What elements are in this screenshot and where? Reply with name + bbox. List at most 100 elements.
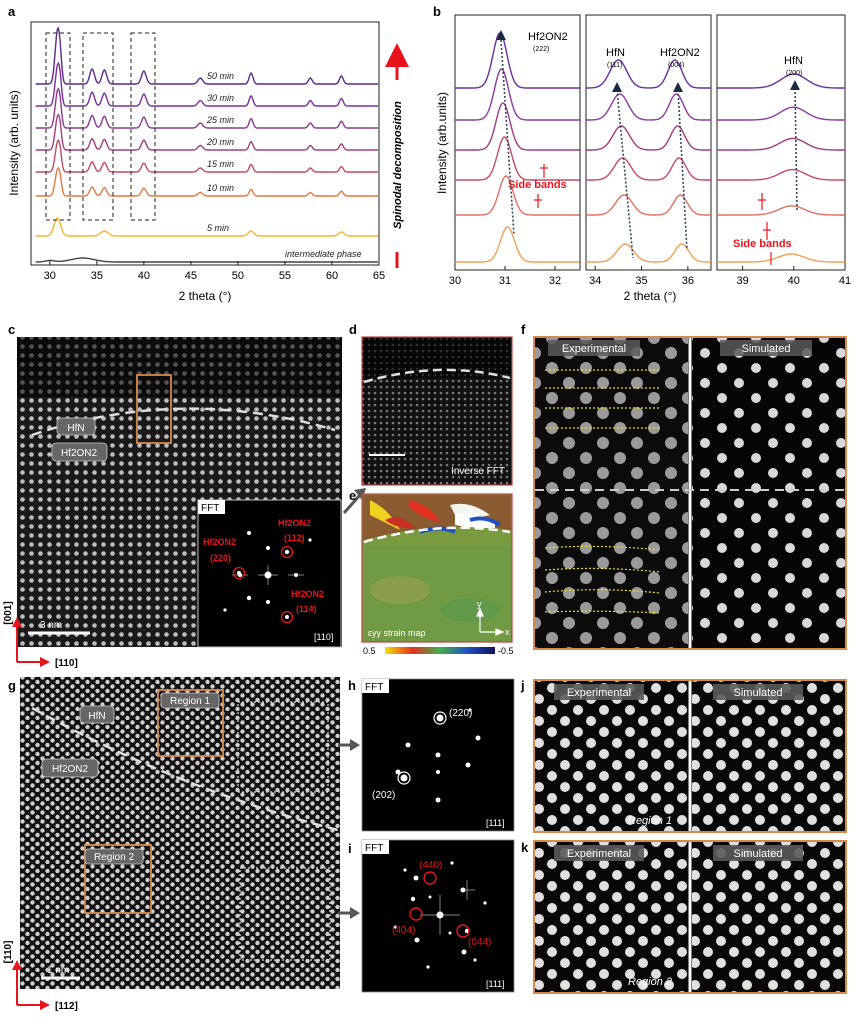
trace-a-label-3: 20 min (206, 137, 234, 147)
trace-a-label-7: intermediate phase (285, 249, 362, 259)
panel-e-label: εyy strain map (368, 628, 426, 638)
b-xtick-0-1: 31 (499, 275, 511, 287)
panel-h-spots (395, 708, 481, 803)
panel-e-x: x (505, 627, 510, 637)
panel-d-letter: d (349, 322, 357, 337)
panel-g-axis-v: [110] (3, 941, 14, 964)
b-xtick-1-2: 36 (682, 275, 694, 287)
panel-g-hfn: HfN (88, 711, 105, 722)
panel-h-fft-tag (362, 679, 389, 693)
panel-b-letter: b (433, 4, 441, 19)
panel-f-sim: Simulated (742, 343, 791, 355)
panel-i-spot1: (440) (419, 860, 442, 871)
panel-g-hf2on2: Hf2ON2 (52, 764, 89, 775)
panel-h-fft: FFT (365, 682, 383, 693)
panel-i-spot2: (404) (392, 925, 415, 936)
panel-c-hf2on2-tag (51, 442, 108, 462)
panel-a-letter: a (8, 4, 16, 19)
panel-c-roi (136, 374, 172, 444)
panel-c-letter: c (8, 322, 15, 337)
trace-a-label-1: 30 min (207, 93, 234, 103)
panel-i-red-circles (409, 871, 470, 938)
b-xtick-1-1: 35 (635, 275, 647, 287)
panel-d-top (363, 338, 511, 378)
b-hkl-200: (200) (786, 70, 802, 77)
a-xtick-3: 45 (185, 270, 197, 282)
trace-b-0-4 (455, 175, 580, 216)
trace-a-label-4: 15 min (207, 159, 234, 169)
panel-e-y: y (477, 599, 482, 609)
panel-b-traces (455, 32, 845, 263)
panel-c-scale-text: 3 nm (40, 620, 62, 631)
panel-g-axes (12, 960, 50, 1010)
panel-b-frame-2 (585, 14, 712, 271)
trace-b-1-1 (586, 93, 711, 121)
panel-f-sim-tag (720, 340, 812, 356)
b-xtick-0-2: 32 (549, 275, 561, 287)
panel-a-xlabel: 2 theta (°) (179, 289, 232, 303)
b-side-bands-1: Side bands (508, 179, 567, 191)
panel-f-yellow-lines (544, 369, 661, 614)
region-1-tag (160, 692, 220, 709)
trace-b-1-2 (586, 125, 711, 151)
b-hf2on2-222: Hf2ON2 (528, 31, 568, 43)
panel-j-letter: j (520, 678, 525, 693)
panel-f-exp-image (535, 338, 688, 648)
panel-i-fft: FFT (365, 843, 383, 854)
panel-a-xticks: 30 35 40 45 50 55 60 65 (44, 261, 385, 282)
trace-a-0 (35, 26, 379, 85)
region-2-box (84, 844, 152, 914)
panel-e-xy-axes (476, 607, 505, 636)
panel-a-ylabel: Intensity (arb. units) (7, 90, 21, 195)
panel-g-letter: g (8, 678, 16, 693)
trace-b-0-2 (455, 102, 580, 151)
side-band-markers (534, 164, 772, 265)
panel-i-spot3: (044) (468, 937, 491, 948)
panel-k-region: Region 2 (628, 976, 672, 988)
region-2-label: Region 2 (94, 852, 134, 863)
panel-i-letter: i (348, 841, 352, 856)
panel-h-zone: [111] (486, 818, 505, 828)
fft-spot2: Hf2ON2 (203, 537, 236, 547)
region-1-label: Region 1 (170, 696, 210, 707)
a-xtick-5: 55 (279, 270, 291, 282)
fft-spots (223, 531, 312, 619)
panel-f-sim-image (692, 338, 845, 648)
trace-b-2-1 (717, 106, 845, 121)
fft-tag (198, 500, 225, 514)
panel-h-letter: h (348, 678, 356, 693)
panel-d-interface (363, 368, 511, 384)
panel-k-sim-tag (713, 845, 803, 861)
trace-a-1 (35, 61, 379, 107)
b-xtick-2-2: 41 (839, 275, 851, 287)
panel-i-fft-tag (362, 840, 389, 854)
panel-a-traces: 50 min 30 min 25 min 20 min 15 min 10 min 5 mi… (35, 26, 379, 263)
b-hkl-004: (004) (668, 62, 684, 69)
a-xtick-0: 30 (44, 270, 56, 282)
b-side-bands-2: Side bands (733, 238, 792, 250)
panel-e-interface (363, 526, 511, 544)
panel-j-sim-tag (713, 684, 803, 700)
trace-a-5 (35, 166, 379, 197)
panel-b-peak-arrows (496, 30, 800, 92)
trace-a-label-6: 5 min (207, 223, 229, 233)
panel-i-streaks (420, 880, 475, 935)
fft-zone: [110] (314, 632, 333, 642)
panel-c-hf2on2: Hf2ON2 (61, 448, 98, 459)
panel-g-dotted-box-2 (239, 867, 331, 961)
panel-c-top-dark (17, 337, 342, 397)
panel-g-hfn-tag (79, 705, 115, 724)
panel-k-exp-tag (554, 845, 644, 861)
a-xtick-7: 65 (373, 270, 385, 282)
panel-j-exp-image (535, 681, 688, 831)
region-1-box (157, 689, 224, 757)
panel-h-circles (397, 711, 447, 785)
trace-b-0-0 (455, 32, 580, 89)
fft-label: FFT (201, 503, 219, 514)
trace-b-1-4 (586, 194, 711, 216)
panel-j-region: Region 1 (628, 815, 672, 827)
b-hfn-111: HfN (606, 47, 625, 59)
panel-c-axis-v: [001] (3, 601, 14, 624)
trace-a-6 (35, 217, 379, 237)
panel-g-axis-h: [112] (55, 1001, 78, 1012)
